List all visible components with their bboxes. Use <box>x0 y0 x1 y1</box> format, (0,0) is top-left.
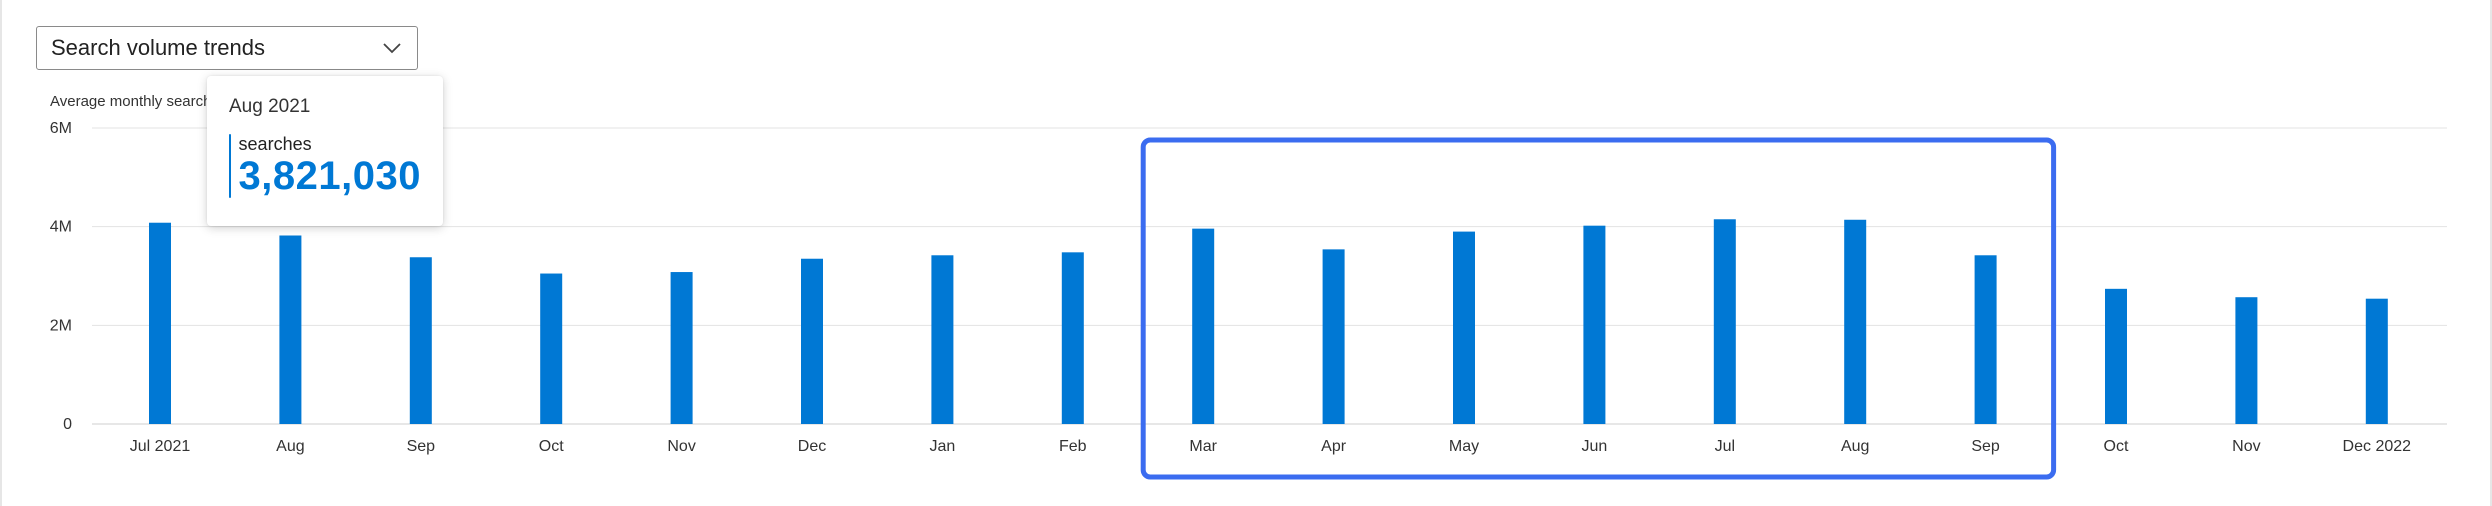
y-axis-ticks: 0 2M 4M 6M <box>50 120 72 433</box>
y-tick-label-2: 4M <box>50 219 72 236</box>
bar-10[interactable] <box>1453 231 1475 424</box>
y-tick-label-3: 6M <box>50 120 72 137</box>
x-tick-label-6: Jan <box>930 438 956 455</box>
y-axis-label: Average monthly searches <box>50 93 227 110</box>
bar-14[interactable] <box>1974 255 1997 424</box>
x-tick-label-10: May <box>1449 438 1479 455</box>
bar-0[interactable] <box>149 222 171 424</box>
x-tick-label-7: Feb <box>1059 438 1087 455</box>
bar-13[interactable] <box>1844 219 1867 424</box>
bar-9[interactable] <box>1322 249 1345 424</box>
tooltip-content: searches 3,821,030 <box>239 134 421 198</box>
chevron-down-icon <box>381 37 403 59</box>
x-tick-label-13: Aug <box>1841 438 1869 455</box>
x-tick-label-16: Nov <box>2232 438 2260 455</box>
x-tick-label-9: Apr <box>1321 438 1347 455</box>
bar-3[interactable] <box>540 273 563 424</box>
x-tick-label-2: Sep <box>407 438 436 455</box>
bar-1[interactable] <box>279 235 302 424</box>
x-tick-label-4: Nov <box>667 438 695 455</box>
bar-15[interactable] <box>2105 288 2127 424</box>
tooltip-body: searches 3,821,030 <box>229 134 421 198</box>
x-tick-label-15: Oct <box>2104 438 2129 455</box>
x-axis-ticks: Jul 2021 Aug Sep Oct Nov Dec Jan Feb Mar Apr May Ju… <box>130 438 2411 455</box>
tooltip-series-name: searches <box>238 134 312 154</box>
bar-12[interactable] <box>1713 219 1736 424</box>
x-tick-label-11: Jun <box>1582 438 1608 455</box>
tooltip-series-marker <box>229 134 231 198</box>
tooltip-title: Aug 2021 <box>229 96 311 117</box>
bar-8[interactable] <box>1192 228 1215 424</box>
bar-7[interactable] <box>1061 252 1084 424</box>
highlight-box <box>1140 137 2057 480</box>
chart-tooltip: Aug 2021 searches 3,821,030 <box>207 76 443 226</box>
x-tick-label-17: Dec 2022 <box>2343 438 2412 455</box>
bar-2[interactable] <box>409 257 432 424</box>
bar-6[interactable] <box>931 255 954 424</box>
x-tick-label-14: Sep <box>1971 438 2000 455</box>
x-tick-label-5: Dec <box>798 438 826 455</box>
bar-11[interactable] <box>1583 225 1606 424</box>
bar-4[interactable] <box>670 272 693 424</box>
y-tick-label-1: 2M <box>50 317 72 334</box>
x-tick-label-3: Oct <box>539 438 564 455</box>
dropdown-label: Search volume trends <box>51 35 265 60</box>
x-tick-label-1: Aug <box>276 438 304 455</box>
highlight-rectangle <box>1140 137 2057 480</box>
chart-type-dropdown[interactable]: Search volume trends <box>36 26 418 70</box>
bar-5[interactable] <box>801 258 823 424</box>
y-tick-label-0: 0 <box>63 416 72 433</box>
bars <box>149 219 2388 424</box>
x-tick-label-0: Jul 2021 <box>130 438 191 455</box>
grid-lines <box>92 127 2447 425</box>
x-tick-label-12: Jul <box>1715 438 1735 455</box>
x-tick-label-8: Mar <box>1189 438 1217 455</box>
bar-16[interactable] <box>2235 297 2258 424</box>
bar-17[interactable] <box>2365 298 2388 424</box>
tooltip-value: 3,821,030 <box>238 154 421 198</box>
